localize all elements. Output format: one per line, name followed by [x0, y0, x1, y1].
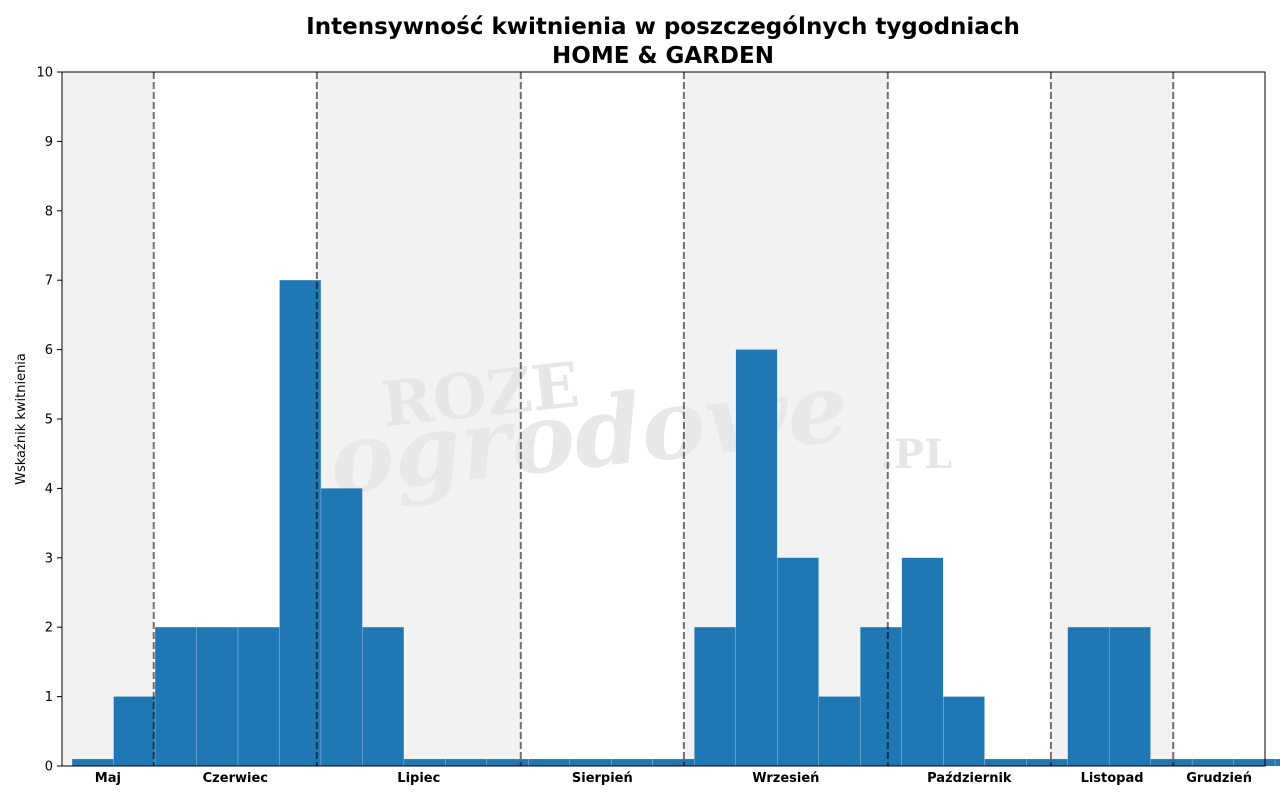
- y-tick-label-8: 8: [45, 204, 53, 219]
- y-tick-label-4: 4: [45, 482, 53, 497]
- bars: [72, 280, 1280, 766]
- month-label-0: Maj: [95, 771, 121, 786]
- y-tick-label-10: 10: [36, 66, 53, 81]
- bar-20: [901, 557, 944, 766]
- bar-11: [528, 759, 570, 766]
- bar-13: [611, 759, 653, 766]
- bar-2: [155, 627, 197, 766]
- bar-17: [777, 557, 819, 766]
- watermark-line3: .PL: [880, 431, 952, 478]
- y-tick-label-7: 7: [45, 274, 53, 289]
- bar-8: [404, 759, 446, 766]
- y-tick-label-6: 6: [45, 343, 53, 358]
- bar-25: [1109, 627, 1151, 766]
- bar-22: [984, 759, 1026, 766]
- month-labels: Maj Czerwiec Lipiec Sierpień Wrzesień Paździe…: [95, 771, 1252, 786]
- y-tick-label-0: 0: [45, 760, 53, 775]
- bar-28: [1233, 759, 1275, 766]
- month-label-2: Lipiec: [397, 771, 440, 786]
- bar-23: [1026, 759, 1068, 766]
- bar-7: [362, 627, 404, 766]
- y-tick-label-3: 3: [45, 551, 53, 566]
- bar-19: [860, 627, 902, 766]
- bar-26: [1150, 759, 1192, 766]
- bar-1: [113, 696, 155, 766]
- bar-3: [196, 627, 238, 766]
- month-label-3: Sierpień: [572, 771, 633, 786]
- month-band-0: [62, 72, 154, 766]
- bar-14: [652, 759, 695, 766]
- bar-12: [569, 759, 612, 766]
- chart-subtitle: HOME & GARDEN: [552, 43, 774, 69]
- y-tick-label-9: 9: [45, 135, 53, 150]
- y-tick-label-2: 2: [45, 621, 53, 636]
- month-label-6: Listopad: [1081, 771, 1144, 786]
- bar-27: [1192, 759, 1234, 766]
- y-axis-label: Wskaźnik kwitnienia: [14, 353, 29, 485]
- bar-5: [279, 280, 321, 766]
- bar-9: [445, 759, 487, 766]
- month-label-5: Październik: [927, 771, 1012, 786]
- bar-15: [694, 627, 736, 766]
- month-divider-lines: [152, 72, 1175, 766]
- plot-frame: [61, 71, 1266, 767]
- bar-24: [1067, 627, 1109, 766]
- month-label-7: Grudzień: [1186, 771, 1252, 786]
- bar-29: [1275, 759, 1280, 766]
- bar-16: [735, 349, 778, 766]
- bar-4: [238, 627, 280, 766]
- y-tick-label-1: 1: [45, 690, 53, 705]
- bar-6: [321, 488, 363, 766]
- bar-21: [943, 696, 985, 766]
- month-label-4: Wrzesień: [752, 771, 819, 786]
- y-axis: 0 1 2 3 4 5 6 7 8 9 10: [36, 66, 62, 775]
- month-label-1: Czerwiec: [203, 771, 268, 786]
- bar-10: [487, 759, 529, 766]
- bar-0: [72, 759, 114, 766]
- y-tick-label-5: 5: [45, 413, 53, 428]
- bar-18: [818, 696, 861, 766]
- chart-title: Intensywność kwitnienia w poszczególnych…: [306, 14, 1020, 40]
